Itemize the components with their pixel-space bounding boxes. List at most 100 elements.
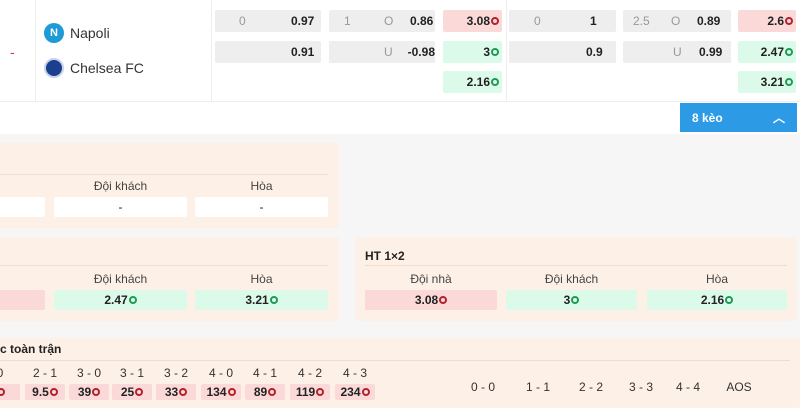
odds: 33 [164,385,179,399]
arrow-up-icon [92,388,101,396]
ft-1x2-away[interactable]: 3 [443,41,502,63]
odds: 134 [206,385,227,399]
home-team-name: Napoli [70,25,110,41]
odds: 0.86 [410,14,434,28]
arrow-up-icon [268,388,277,396]
score-label: 4 - 0 [208,366,233,380]
score-label: 3 - 1 [119,366,144,380]
ft-hdp-away[interactable]: 0.91 [215,41,321,63]
ft-ou-over[interactable]: 1 O 0.86 [329,10,435,32]
ft-1x2-draw[interactable]: 2.16 [443,71,502,93]
odds-cell[interactable]: - [195,197,328,217]
ht-1x2-panel: HT 1×2 Đội nhà Đội khách Hòa 3.08 3 2.16 [355,237,797,321]
score-odds-cell[interactable]: 25 [112,384,152,400]
away-team[interactable]: Chelsea FC [44,58,144,78]
ht-1x2-home[interactable]: 2.6 [738,10,796,32]
odds: 0.97 [291,14,315,28]
arrow-up-icon [316,388,325,396]
score-odds-cell[interactable]: 39 [69,384,109,400]
more-odds-button[interactable]: 8 kèo ︿ [680,103,797,132]
over-label: O [671,14,681,28]
score-odds-cell[interactable]: 33 [156,384,196,400]
ht-hdp-away[interactable]: 0.9 [509,41,616,63]
odds-cell[interactable]: 3.21 [195,290,328,310]
arrow-down-icon [491,78,499,86]
score-odds-cell[interactable]: 89 [245,384,285,400]
ht-1x2-away[interactable]: 2.47 [738,41,796,63]
odds-cell[interactable]: - [54,197,187,217]
arrow-up-icon [227,388,236,396]
arrow-up-icon [439,296,448,304]
odds: 25 [120,385,135,399]
score-odds-cell[interactable]: 119 [290,384,330,400]
score-label: 4 - 1 [252,366,277,380]
line: 1 [344,14,351,28]
arrow-up-icon [49,388,58,396]
match-status: - [10,44,15,60]
ft-1x2-home[interactable]: 3.08 [443,10,502,32]
odds: 119 [295,385,316,399]
column-header: Hòa [250,179,273,193]
arrow-up-icon [0,388,5,396]
score-label: 4 - 2 [297,366,322,380]
draw-score-label: 4 - 4 [675,380,700,394]
panel-title: HT 1×2 [365,249,405,263]
arrow-down-icon [128,296,137,304]
score-odds-cell[interactable]: 9.5 [25,384,65,400]
under-label: U [673,45,682,59]
arrow-down-icon [571,296,580,304]
odds: 3.08 [466,14,490,28]
ft-hdp-home[interactable]: 0 0.97 [215,10,321,32]
panel-title: c toàn trận [0,342,62,356]
odds: 89 [253,385,268,399]
odds: 3.21 [245,293,269,307]
arrow-down-icon [491,48,499,56]
away-team-name: Chelsea FC [70,60,144,76]
draw-score-label: 2 - 2 [578,380,603,394]
score-odds-cell[interactable]: 134 [201,384,241,400]
divider [35,0,36,102]
odds: 3 [483,45,490,59]
market-panel: Đội khách Hòa - - [0,143,339,228]
odds-cell[interactable] [0,197,45,217]
score-odds-cell[interactable] [0,384,20,400]
score-label: 2 - 1 [32,366,57,380]
arrow-up-icon [135,388,144,396]
market-panel: Đội khách Hòa 2.47 3.21 [0,237,339,321]
odds: 9.5 [32,385,49,399]
ht-ou-over[interactable]: 2.5 O 0.89 [623,10,731,32]
odds-cell[interactable] [0,290,45,310]
odds: 0.99 [699,45,723,59]
napoli-logo-icon: N [44,23,64,43]
ht-1x2-draw[interactable]: 3.21 [738,71,796,93]
arrow-down-icon [785,78,793,86]
odds: 1 [590,14,597,28]
score-label: 3 - 2 [163,366,188,380]
odds: 0.89 [697,14,721,28]
column-header: Hòa [705,272,728,286]
score-odds-cell[interactable]: 234 [335,384,375,400]
odds-cell[interactable]: 2.16 [647,290,787,310]
odds: 2.16 [700,293,725,307]
arrow-up-icon [491,17,499,25]
ft-ou-under[interactable]: U -0.98 [329,41,435,63]
more-odds-label: 8 kèo [692,110,723,125]
arrow-down-icon [785,48,793,56]
column-header: Hòa [250,272,273,286]
odds: 0.9 [586,45,603,59]
line: 2.5 [633,14,650,28]
home-team[interactable]: N Napoli [44,23,110,43]
draw-score-label: 3 - 3 [628,380,653,394]
odds: 234 [340,385,361,399]
odds-cell[interactable]: 3 [506,290,637,310]
odds-cell[interactable]: 2.47 [54,290,187,310]
ht-ou-under[interactable]: U 0.99 [623,41,731,63]
chevron-up-icon: ︿ [772,111,785,125]
odds-cell[interactable]: 3.08 [365,290,497,310]
odds: 39 [77,385,92,399]
column-header: Đội khách [93,272,148,286]
arrow-down-icon [269,296,278,304]
arrow-down-icon [725,296,734,304]
draw-score-label: 0 - 0 [470,380,495,394]
